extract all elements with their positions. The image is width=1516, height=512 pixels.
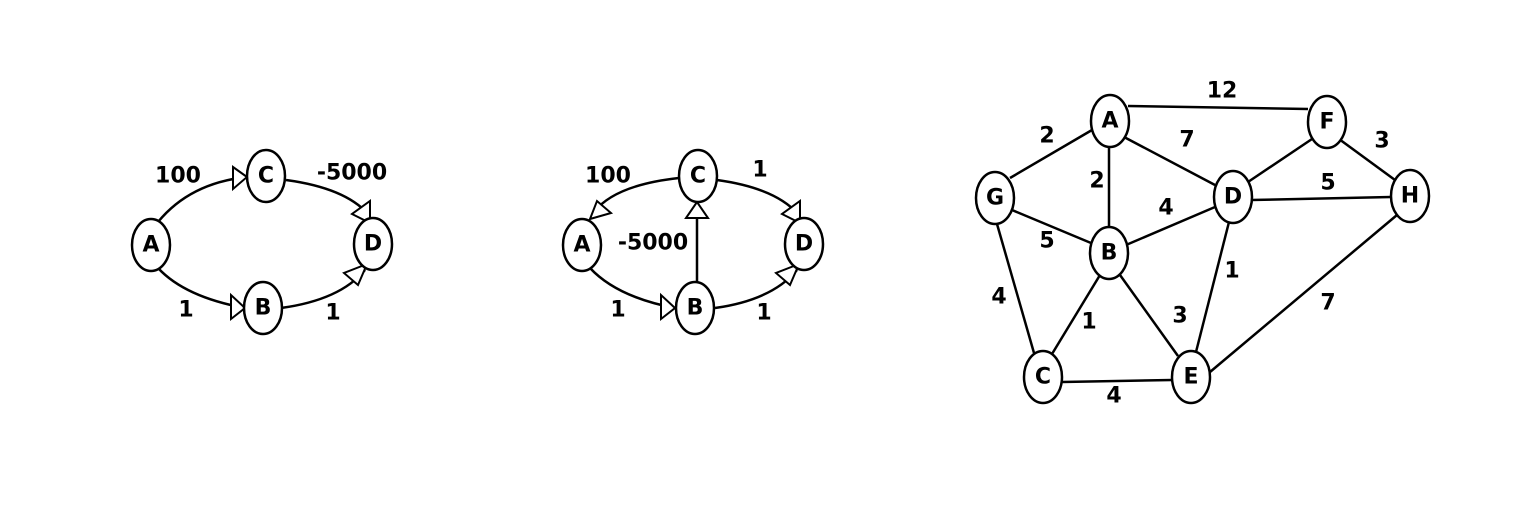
edge-weight-label: 100 bbox=[155, 164, 201, 189]
edge-weight-label: 1 bbox=[756, 301, 771, 326]
edge-b-c bbox=[1050, 274, 1102, 355]
edge-b-e bbox=[1118, 274, 1180, 357]
edge-c-a bbox=[588, 176, 680, 221]
edge-d-e bbox=[1194, 221, 1231, 353]
edge-c-d bbox=[716, 178, 801, 225]
node-label: G bbox=[986, 186, 1004, 211]
node-a: A bbox=[1089, 93, 1131, 149]
edge-weight-label: 2 bbox=[1039, 124, 1054, 149]
node-a: A bbox=[561, 217, 603, 273]
edge-weight-label: 7 bbox=[1179, 128, 1194, 153]
node-d: D bbox=[1212, 169, 1254, 225]
edge-c-e bbox=[1061, 378, 1173, 384]
edge-weight-label: 1 bbox=[325, 301, 340, 326]
graph-1: 100 -5000 1 1 A B C D bbox=[130, 148, 394, 336]
edge-a-f bbox=[1127, 104, 1309, 111]
node-f: F bbox=[1306, 94, 1348, 150]
node-label: C bbox=[1035, 365, 1051, 390]
edge-a-b bbox=[589, 267, 677, 322]
node-label: D bbox=[795, 232, 813, 257]
node-c: C bbox=[677, 148, 719, 204]
node-label: F bbox=[1319, 110, 1334, 135]
node-label: D bbox=[364, 232, 382, 257]
node-label: B bbox=[255, 296, 272, 321]
node-d: D bbox=[783, 216, 825, 272]
node-label: H bbox=[1401, 184, 1419, 209]
edge-weight-label: 1 bbox=[752, 158, 767, 183]
node-label: D bbox=[1224, 185, 1242, 210]
edge-weight-label: 1 bbox=[178, 298, 193, 323]
node-a: A bbox=[130, 217, 172, 273]
edge-b-d bbox=[714, 262, 801, 310]
node-label: E bbox=[1183, 365, 1198, 390]
edge-a-d bbox=[1123, 135, 1216, 187]
node-c: C bbox=[245, 148, 287, 204]
edge-weight-label: 4 bbox=[991, 285, 1006, 310]
edge-weight-label: 100 bbox=[585, 164, 631, 189]
edge-weight-label: 3 bbox=[1374, 129, 1389, 154]
edge-g-b bbox=[1011, 208, 1092, 245]
node-g: G bbox=[974, 170, 1016, 226]
node-d: D bbox=[352, 216, 394, 272]
edge-weight-label: 5 bbox=[1320, 171, 1335, 196]
node-label: B bbox=[687, 296, 704, 321]
edge-weight-label: 4 bbox=[1106, 384, 1121, 409]
edge-g-c bbox=[995, 223, 1036, 354]
edge-b-d bbox=[280, 262, 369, 310]
edge-weight-label: -5000 bbox=[618, 231, 688, 256]
edge-weight-label: 12 bbox=[1207, 79, 1238, 104]
edge-weight-label: -5000 bbox=[317, 161, 387, 186]
edge-weight-label: 1 bbox=[1081, 310, 1096, 335]
node-label: C bbox=[690, 164, 706, 189]
edge-b-c bbox=[684, 200, 710, 284]
edge-weight-label: 2 bbox=[1089, 169, 1104, 194]
node-label: A bbox=[573, 233, 590, 258]
node-h: H bbox=[1389, 168, 1431, 224]
edge-b-d bbox=[1125, 205, 1216, 247]
node-b: B bbox=[242, 280, 284, 336]
edge-weight-label: 4 bbox=[1158, 196, 1173, 221]
node-label: B bbox=[1101, 241, 1118, 266]
node-e: E bbox=[1170, 349, 1212, 405]
edge-g-a bbox=[1009, 128, 1093, 180]
edge-c-d bbox=[285, 178, 371, 225]
edge-d-h bbox=[1250, 195, 1392, 202]
node-c: C bbox=[1022, 349, 1064, 405]
node-b: B bbox=[1088, 225, 1130, 281]
graph-2: 100 1 -5000 1 1 A B C D bbox=[561, 148, 825, 336]
edge-weight-label: 3 bbox=[1172, 304, 1187, 329]
node-label: A bbox=[142, 233, 159, 258]
edge-weight-label: 1 bbox=[1224, 259, 1239, 284]
edge-a-c bbox=[157, 165, 249, 223]
node-b: B bbox=[674, 280, 716, 336]
graph-3: 12 2 7 2 3 5 4 5 4 1 3 1 4 7 A B C D bbox=[974, 79, 1431, 409]
edge-a-b bbox=[157, 267, 247, 322]
edge-weight-label: 7 bbox=[1320, 291, 1335, 316]
edge-d-f bbox=[1247, 137, 1313, 184]
node-label: A bbox=[1101, 109, 1118, 134]
edge-weight-label: 5 bbox=[1039, 229, 1054, 254]
edge-f-h bbox=[1338, 137, 1396, 182]
node-label: C bbox=[258, 164, 274, 189]
edge-weight-label: 1 bbox=[610, 298, 625, 323]
edge-e-h bbox=[1209, 214, 1398, 373]
